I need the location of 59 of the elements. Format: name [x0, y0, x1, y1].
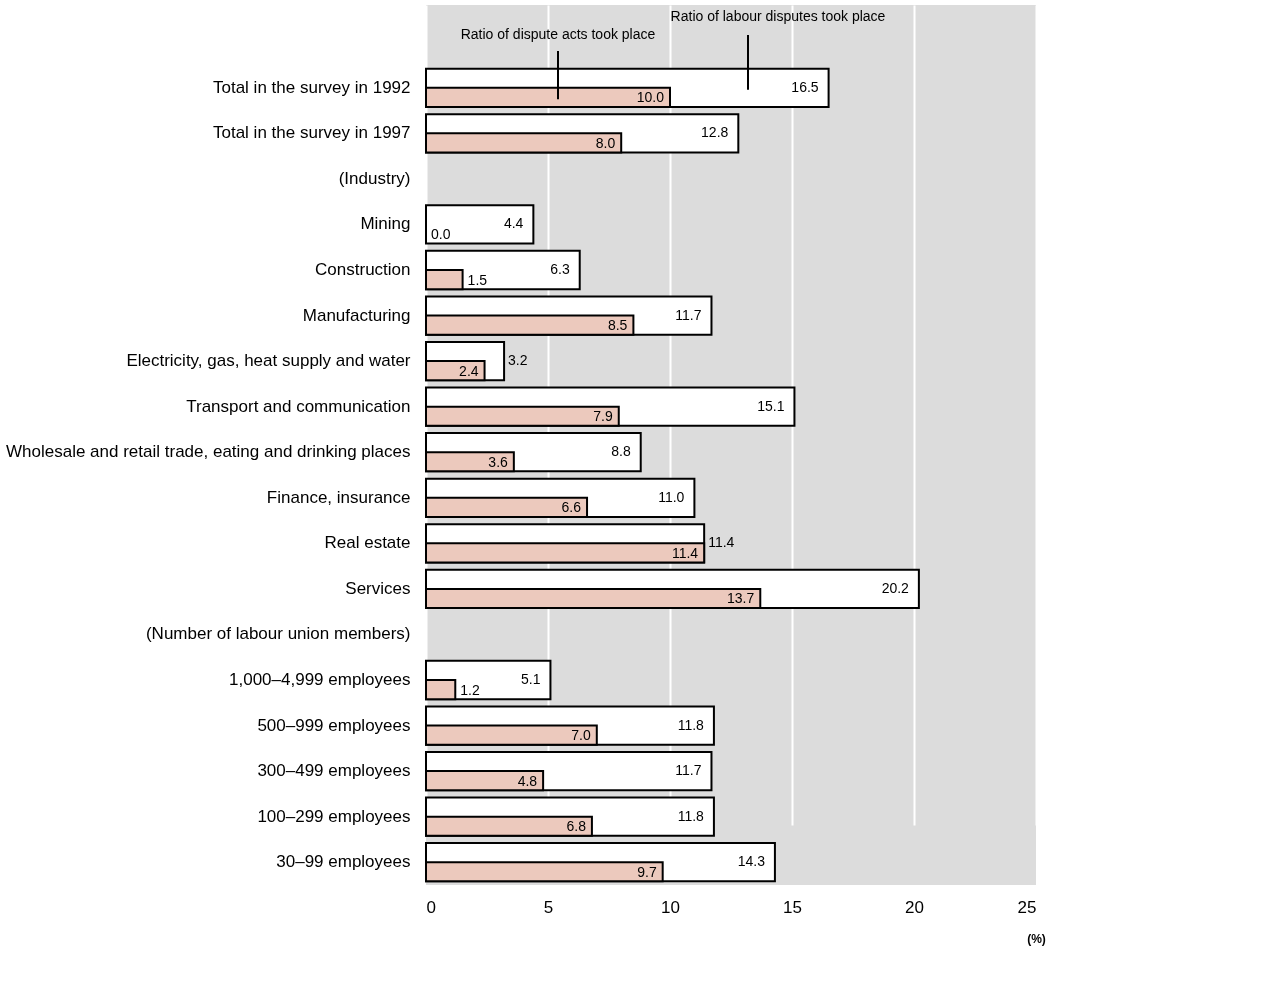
y-tick-label: 30–99 employees [276, 852, 411, 872]
data-label: 9.7 [637, 863, 657, 880]
y-tick-label: Transport and communication [186, 396, 411, 416]
data-label: 4.4 [503, 215, 524, 232]
y-tick-label: Manufacturing [302, 305, 411, 325]
y-tick-label: Real estate [324, 533, 411, 553]
text: Ratio of dispute acts took place [460, 26, 656, 42]
data-label: 6.8 [566, 818, 587, 835]
data-label: 4.8 [517, 772, 538, 789]
data-label: 11.8 [677, 716, 705, 733]
x-tick-label: 20 [905, 897, 924, 917]
x-tick-label: 0 [426, 897, 436, 917]
y-tick-label: Electricity, gas, heat supply and water [126, 351, 411, 371]
data-label: 11.4 [708, 534, 735, 551]
y-tick-label: 1,000–4,999 employees [229, 670, 411, 689]
data-label: 13.7 [727, 590, 755, 607]
data-label: 6.3 [550, 261, 570, 277]
data-label: 1.5 [467, 271, 488, 288]
x-tick-label: 15 [783, 897, 802, 917]
data-label: 16.5 [791, 78, 819, 95]
x-tick-label: 25 [1017, 897, 1037, 917]
data-label: 7.9 [593, 408, 613, 425]
data-label: 11.8 [677, 807, 705, 824]
y-tick-label: Total in the survey in 1992 [212, 77, 411, 97]
y-tick-label: Mining [360, 214, 411, 234]
y-tick-label: 300–499 employees [257, 761, 411, 781]
data-label: 5.1 [520, 671, 541, 687]
data-label: 12.8 [701, 124, 729, 141]
data-label: 10.0 [636, 89, 665, 106]
y-tick-label: Total in the survey in 1997 [212, 123, 411, 143]
data-label: 1.2 [460, 681, 480, 698]
text: Ratio of labour disputes took place [670, 8, 886, 24]
data-label: 7.0 [571, 727, 592, 744]
y-tick-label: (Number of labour union members) [145, 624, 411, 644]
x-tick-label: 10 [661, 897, 680, 917]
data-label: 14.3 [737, 853, 766, 870]
data-label: 3.6 [488, 453, 509, 470]
y-tick-label: Finance, insurance [266, 487, 411, 507]
y-tick-label: 500–999 employees [257, 715, 411, 735]
data-label: 2.4 [459, 362, 479, 379]
data-label: 8.8 [611, 443, 631, 460]
data-label: 3.2 [508, 352, 528, 369]
x-axis-title: (%) [1027, 931, 1046, 946]
data-label: 11.7 [675, 762, 702, 779]
data-label: 15.1 [757, 397, 785, 414]
y-tick-label: Wholesale and retail trade, eating and drinking places [6, 442, 411, 462]
y-tick-label: 100–299 employees [257, 806, 411, 826]
data-label: 20.2 [881, 579, 910, 596]
data-label: 6.6 [561, 499, 582, 516]
y-tick-label: Services [345, 578, 411, 598]
data-label: 8.0 [595, 134, 616, 151]
data-label: 8.5 [607, 317, 628, 334]
y-tick-label: Construction [315, 260, 411, 279]
data-label: 11.7 [675, 306, 702, 323]
x-tick-label: 5 [543, 897, 554, 917]
data-label: 0.0 [431, 226, 451, 243]
data-label: 11.4 [671, 544, 699, 561]
data-label: 11.0 [658, 488, 685, 505]
y-tick-label: (Industry) [338, 168, 411, 188]
